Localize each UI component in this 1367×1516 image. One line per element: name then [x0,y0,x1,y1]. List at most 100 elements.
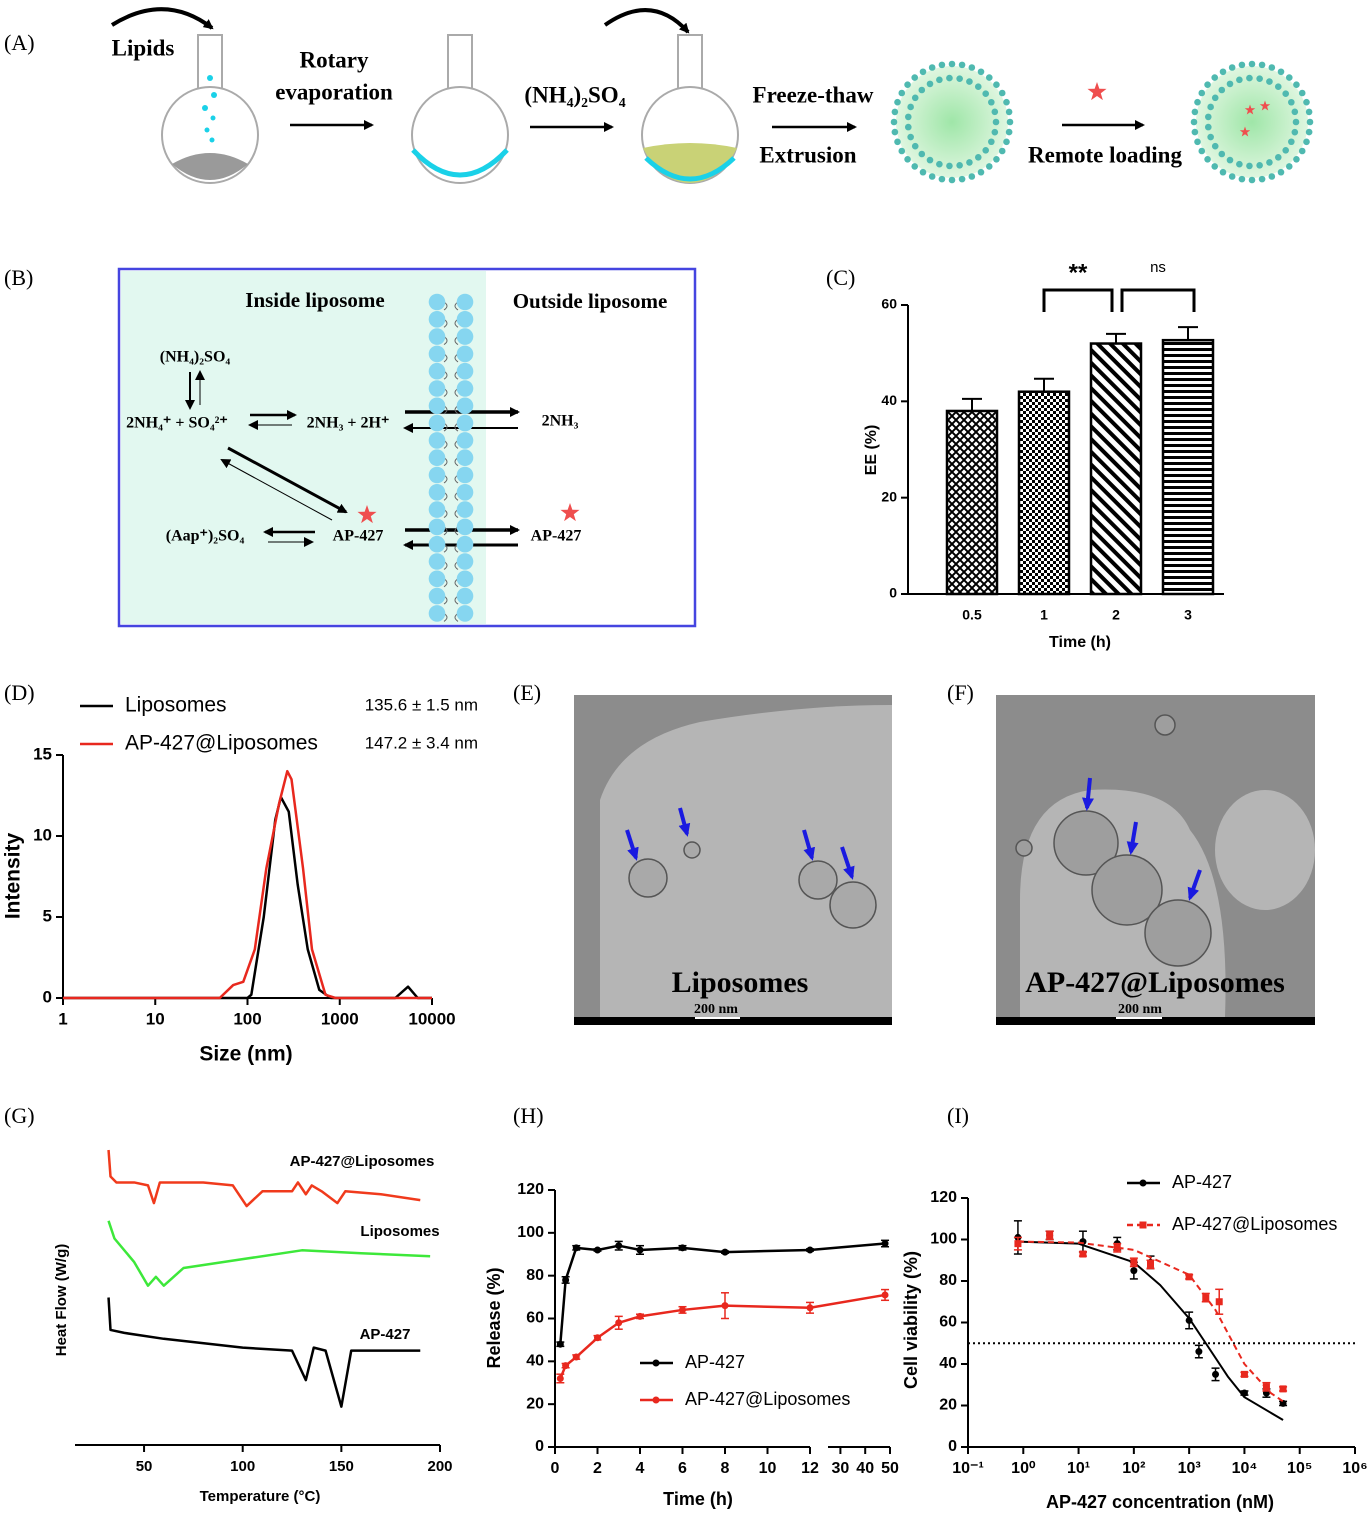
lipid-head [907,103,914,111]
lipid-head [998,89,1006,97]
panel-label: (H) [513,1103,544,1128]
lipid-head [1282,90,1290,98]
lipid-head [948,176,956,184]
lipid-head [1246,162,1253,170]
lipid-head [1298,147,1306,155]
lipid-head [428,553,446,570]
lipid-head [974,153,982,161]
flask-neck [447,34,473,96]
y-tick-label: 0 [889,585,897,601]
lipid-head [1268,173,1276,180]
marker [1240,1370,1248,1378]
lipid-head [918,86,926,94]
legend-label: Liposomes [125,694,227,717]
panel-label: (A) [4,30,35,55]
y-tick-label: 80 [939,1272,957,1289]
lipid-head [918,150,926,158]
tem-film [600,705,892,1017]
flask-neck [677,34,703,96]
panel-label: (D) [4,680,35,705]
lipid-head [456,587,474,605]
lipid-head [1204,81,1211,89]
y-tick-label: 100 [517,1224,544,1241]
step-text: Freeze-thaw [753,82,874,107]
flask [411,34,509,184]
lipid-head [456,501,474,518]
lipid-head [456,432,474,449]
scheme-b: Inside liposome Outside liposome (NH₄)₂S… [117,267,697,628]
x-tick-label: 10⁶ [1342,1460,1367,1477]
species: (Aap⁺)₂SO₄ [166,528,245,545]
lipid-head [428,345,446,363]
marker [1262,1383,1270,1391]
x-tick-label: 10000 [408,1009,455,1028]
marker [1130,1258,1138,1266]
lipid-head [974,83,982,91]
marker [1079,1250,1087,1258]
lipid-head [428,466,446,484]
x-tick-label: 10⁰ [1011,1460,1036,1477]
lipid-head [456,518,474,536]
lipid-head [968,64,976,71]
flask [641,34,739,184]
y-tick-label: 0 [535,1438,544,1455]
step-text: Extrusion [759,142,856,167]
x-tick-label: 10¹ [1067,1460,1090,1477]
marker [636,1246,644,1254]
marker [1185,1316,1193,1324]
lipid-head [428,362,446,380]
lipid-head [977,68,985,76]
lipid-head [891,108,899,116]
marker [806,1246,814,1254]
x-tick-label: 150 [329,1458,354,1475]
x-tick-label: 0.5 [962,607,982,623]
lipid-head [891,128,899,136]
y-tick-label: 60 [881,296,897,312]
marker [572,1353,580,1361]
lipid-head [1198,89,1206,97]
curve-label: Liposomes [360,1223,439,1240]
x-tick-label: 3 [1184,607,1192,623]
marker [1046,1231,1054,1239]
x-tick-label: 2 [593,1460,602,1477]
lipid-head [1211,74,1219,81]
flask-body [411,86,509,184]
marker [594,1246,601,1254]
lipid-head [428,570,446,588]
x-tick-label: 10³ [1178,1460,1201,1477]
significance-label: ** [1069,259,1088,286]
marker [652,1359,660,1367]
marker [679,1244,686,1252]
species: (NH₄)₂SO₄ [160,349,231,366]
lipid-head [1211,94,1219,102]
x-tick-label: 200 [427,1458,452,1475]
y-tick-label: 60 [526,1310,544,1327]
x-axis-label: Temperature (°C) [200,1488,321,1505]
x-tick-label: 8 [721,1460,730,1477]
series-line [107,1149,421,1208]
marker [572,1244,580,1252]
x-tick-label: 12 [801,1460,819,1477]
lipid-drops [202,75,217,143]
lipid-head [1204,123,1212,131]
marker [1202,1294,1210,1302]
lipid-head [456,484,474,501]
micrograph-label: AP-427@Liposomes [1025,966,1285,999]
x-tick-label: 2 [1112,607,1120,623]
marker [652,1396,660,1404]
lipid-head [1207,133,1214,141]
lipid-head [1248,176,1256,184]
marker [562,1276,570,1284]
lipid-head [998,147,1006,155]
lipid-head [1258,61,1266,69]
marker [1212,1370,1220,1378]
x-tick-label: 10 [759,1460,777,1477]
marker [1113,1244,1121,1252]
lipid-head [428,414,446,432]
species: 2NH₄⁺ + SO₄²⁺ [126,415,228,432]
x-tick-label: 10² [1122,1460,1145,1477]
lipid-head [1298,89,1306,97]
lipid-head [1285,163,1293,170]
x-tick-label: 10⁴ [1232,1460,1258,1477]
lipid-head [1277,168,1285,176]
